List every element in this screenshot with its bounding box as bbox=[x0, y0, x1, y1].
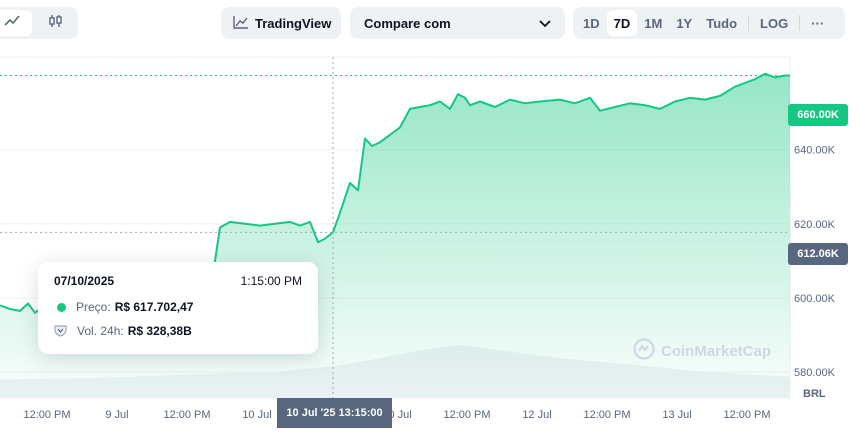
x-tick-label: 9 Jul bbox=[105, 409, 128, 421]
x-tick-label: 10 Jul bbox=[242, 409, 271, 421]
tooltip-date: 07/10/2025 bbox=[54, 274, 115, 288]
tooltip-time: 1:15:00 PM bbox=[240, 274, 302, 288]
x-tick-label: 12:00 PM bbox=[723, 409, 770, 421]
range-1y-button[interactable]: 1Y bbox=[676, 15, 693, 31]
tradingview-chart-icon bbox=[233, 15, 249, 32]
line-chart-button[interactable] bbox=[0, 10, 32, 36]
volume-shield-icon bbox=[54, 325, 69, 337]
tooltip-volume-row: Vol. 24h: R$ 328,38B bbox=[54, 324, 302, 338]
log-scale-button[interactable]: LOG bbox=[760, 15, 789, 31]
chart-toolbar: TradingView Compare com 1D 7D 1M 1Y Tudo… bbox=[0, 0, 859, 52]
candlestick-icon bbox=[48, 14, 64, 33]
currency-label: BRL bbox=[803, 388, 826, 400]
range-divider bbox=[748, 15, 750, 31]
chevron-down-icon bbox=[539, 16, 551, 31]
time-range-selector: 1D 7D 1M 1Y Tudo LOG ··· bbox=[573, 7, 845, 39]
range-7d-button[interactable]: 7D bbox=[606, 10, 638, 36]
tooltip-price-value: R$ 617.702,47 bbox=[114, 300, 194, 314]
chart-type-toggle bbox=[0, 7, 78, 39]
y-tick-label: 580.00K bbox=[794, 367, 836, 379]
y-tick-label: 600.00K bbox=[794, 293, 836, 305]
tooltip-price-row: Preço: R$ 617.702,47 bbox=[54, 300, 302, 314]
tradingview-label: TradingView bbox=[255, 15, 332, 31]
watermark-text: CoinMarketCap bbox=[661, 342, 772, 360]
x-tick-label: 12 Jul bbox=[522, 409, 551, 421]
current-price-tag: 660.00K bbox=[788, 104, 848, 126]
x-tick-label: 12:00 PM bbox=[23, 409, 70, 421]
compare-dropdown[interactable]: Compare com bbox=[350, 7, 565, 39]
hover-price-tag: 612.06K bbox=[788, 243, 848, 265]
x-tick-label: 12:00 PM bbox=[583, 409, 630, 421]
y-axis: 580.00K 600.00K 620.00K 640.00K bbox=[794, 145, 836, 379]
x-tick-label: 12:00 PM bbox=[443, 409, 490, 421]
range-1m-button[interactable]: 1M bbox=[644, 15, 663, 31]
tooltip-volume-label: Vol. 24h: bbox=[77, 324, 124, 338]
x-tick-label: 13 Jul bbox=[662, 409, 691, 421]
tradingview-button[interactable]: TradingView bbox=[221, 7, 341, 39]
y-tick-label: 620.00K bbox=[794, 219, 836, 231]
tooltip-price-label: Preço: bbox=[76, 300, 111, 314]
x-axis: 12:00 PM 9 Jul 12:00 PM 10 Jul 10 Jul 12:00 P… bbox=[23, 409, 770, 421]
price-tooltip: 07/10/2025 1:15:00 PM Preço: R$ 617.702,… bbox=[38, 262, 318, 354]
y-tick-label: 640.00K bbox=[794, 145, 836, 157]
hover-time-tag: 10 Jul '25 13:15:00 bbox=[277, 398, 392, 428]
range-1d-button[interactable]: 1D bbox=[583, 15, 600, 31]
tooltip-volume-value: R$ 328,38B bbox=[127, 324, 192, 338]
compare-label: Compare com bbox=[364, 15, 451, 31]
price-dot-icon bbox=[57, 302, 66, 312]
range-all-button[interactable]: Tudo bbox=[706, 15, 738, 31]
range-divider bbox=[799, 15, 801, 31]
crosshair bbox=[0, 57, 790, 398]
candlestick-button[interactable] bbox=[38, 10, 74, 36]
x-tick-label: 12:00 PM bbox=[163, 409, 210, 421]
line-chart-icon bbox=[4, 14, 20, 33]
more-options-button[interactable]: ··· bbox=[811, 15, 825, 31]
coinmarketcap-logo-icon bbox=[633, 338, 655, 364]
coinmarketcap-watermark: CoinMarketCap bbox=[633, 338, 771, 364]
